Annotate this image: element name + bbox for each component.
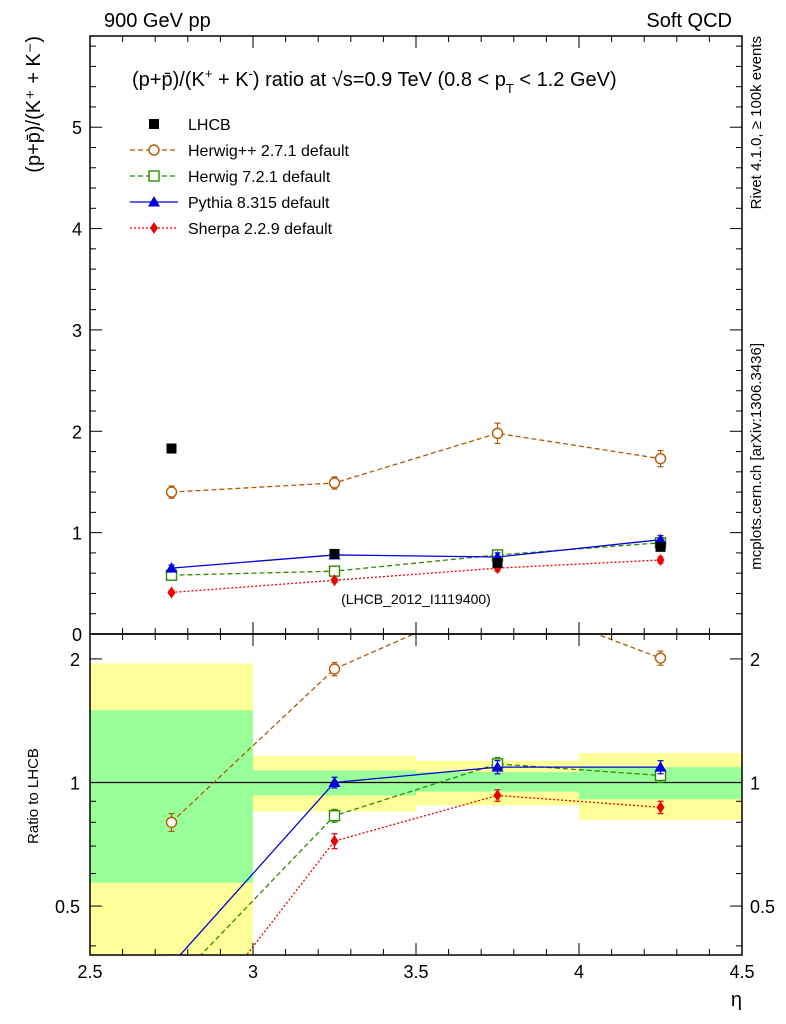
y-axis-label: (p+p̄)/(K⁺ + K⁻) [23, 36, 45, 173]
main-point-lhcb [492, 558, 503, 569]
x-tick-label: 3 [248, 962, 258, 982]
legend: LHCB Herwig++ 2.7.1 default Herwig 7.2.1 d… [130, 117, 350, 238]
main-point-herwig-2-7-1-default [328, 477, 341, 489]
main-point-lhcb [329, 548, 340, 559]
main-point-sherpa-2-2-9-default [656, 554, 665, 567]
main-point-lhcb [166, 443, 177, 454]
y-tick-label: 4 [72, 220, 82, 240]
main-point-sherpa-2-2-9-default [167, 586, 176, 599]
legend-entry: Pythia 8.315 default [130, 195, 330, 212]
main-point-herwig-2-7-1-default [491, 427, 504, 440]
legend-label: LHCB [188, 117, 231, 134]
header-left: 900 GeV pp [104, 10, 211, 32]
y-tick-label: 5 [72, 118, 82, 138]
main-series-lhcb [166, 443, 666, 569]
main-point-sherpa-2-2-9-default [330, 574, 339, 587]
ratio-point-herwig-2-7-1-default [165, 816, 178, 828]
y-tick-label: 3 [72, 321, 82, 341]
main-point-lhcb [655, 541, 666, 552]
main-series-sherpa-2-2-9-default [167, 554, 665, 599]
ratio-y-tick-label: 1 [70, 773, 80, 793]
ratio-point-herwig-2-7-1-default [493, 592, 503, 602]
ratio-point-herwig-7-2-1-default [167, 981, 177, 991]
main-series-herwig-2-7-1-default [165, 422, 667, 499]
legend-label: Sherpa 2.2.9 default [188, 221, 333, 238]
ratio-point-pythia-8-315-default [328, 776, 341, 787]
analysis-watermark: (LHCB_2012_I1119400) [341, 591, 491, 607]
ratio-point-pythia-8-315-default [166, 959, 178, 970]
ratio-point-pythia-8-315-default [491, 761, 504, 772]
rivet-version-label: Rivet 4.1.0, ≥ 100k events [748, 36, 765, 209]
main-line-sherpa-2-2-9-default [171, 559, 661, 594]
x-tick-label: 4.5 [729, 962, 754, 982]
ratio-point-herwig-2-7-1-default [654, 652, 667, 664]
main-point-herwig-2-7-1-default [165, 486, 178, 498]
ratio-band-green [90, 710, 253, 883]
legend-marker [149, 119, 159, 129]
main-line-herwig-2-7-1-default [171, 432, 661, 493]
ratio-y-tick-label-right: 2 [750, 650, 760, 670]
x-tick-label: 3.5 [403, 962, 428, 982]
legend-marker [148, 144, 160, 156]
ratio-y-axis-label: Ratio to LHCB [25, 748, 42, 844]
main-point-pythia-8-315-default [654, 533, 667, 545]
y-tick-label: 0 [72, 625, 82, 645]
x-tick-label: 2.5 [77, 962, 102, 982]
legend-marker [150, 222, 158, 234]
legend-label: Herwig++ 2.7.1 default [188, 143, 350, 160]
ratio-series-herwig-2-7-1-default [165, 592, 667, 833]
main-point-pythia-8-315-default [165, 562, 178, 573]
x-axis-label: η [731, 989, 742, 1011]
chart-title: (p+p̄)/(K+ + K-) ratio at √s=0.9 TeV (0.… [132, 66, 617, 96]
legend-marker [148, 170, 160, 182]
main-series-pythia-8-315-default [165, 533, 667, 573]
x-tick-label: 4 [574, 962, 584, 982]
y-tick-label: 1 [72, 524, 82, 544]
ratio-line-herwig-7-2-1-default [199, 763, 661, 955]
ratio-y-tick-label-right: 1 [750, 773, 760, 793]
mcplots-label: mcplots.cern.ch [arXiv:1306.3436] [748, 343, 765, 570]
legend-entry: Sherpa 2.2.9 default [130, 221, 333, 238]
legend-label: Herwig 7.2.1 default [188, 169, 331, 186]
y-tick-label: 2 [72, 422, 82, 442]
ratio-point-sherpa-2-2-9-default [493, 789, 502, 802]
ratio-y-tick-label: 0.5 [55, 897, 80, 917]
ratio-point-herwig-2-7-1-default [328, 663, 341, 675]
ratio-y-tick-label: 2 [70, 650, 80, 670]
ratio-point-sherpa-2-2-9-default [656, 801, 665, 814]
legend-entry: Herwig 7.2.1 default [130, 169, 331, 186]
ratio-line-pythia-8-315-default [179, 766, 661, 955]
legend-marker [148, 196, 160, 207]
header-right: Soft QCD [646, 10, 732, 32]
ratio-point-sherpa-2-2-9-default [330, 835, 339, 848]
main-point-herwig-2-7-1-default [654, 452, 667, 465]
main-line-pythia-8-315-default [171, 539, 661, 569]
ratio-point-herwig-7-2-1-default [328, 810, 341, 822]
legend-entry: LHCB [149, 117, 231, 134]
ratio-y-tick-label-right: 0.5 [750, 897, 775, 917]
ratio-series-pythia-8-315-default [166, 760, 667, 970]
legend-label: Pythia 8.315 default [188, 195, 330, 212]
ratio-point-pythia-8-315-default [654, 761, 667, 772]
legend-entry: Herwig++ 2.7.1 default [130, 143, 350, 160]
